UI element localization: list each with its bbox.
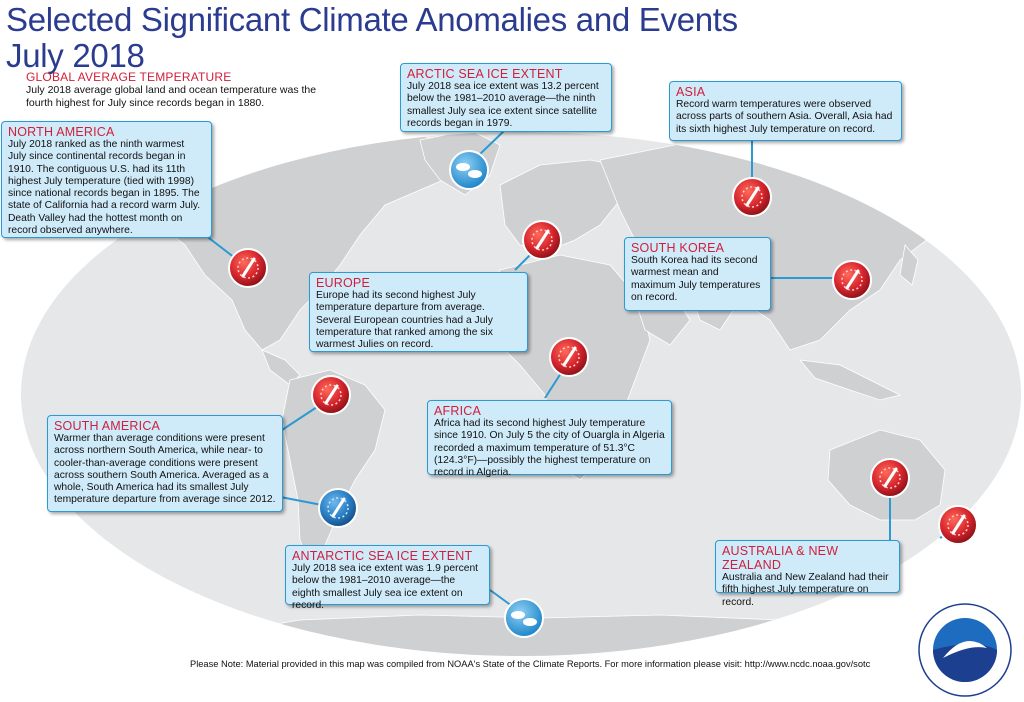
callout-north-america: NORTH AMERICA July 2018 ranked as the ni… <box>1 121 212 238</box>
callout-text: Africa had its second highest July tempe… <box>434 418 665 479</box>
warm-marker-australia <box>870 458 910 498</box>
map-title: Selected Significant Climate Anomalies a… <box>6 2 738 74</box>
sea-ice-marker-antarctic <box>504 598 544 638</box>
callout-antarctic-sea-ice: ANTARCTIC SEA ICE EXTENT July 2018 sea i… <box>285 545 490 611</box>
callout-heading: NORTH AMERICA <box>8 125 115 139</box>
callout-text: Australia and New Zealand had their fift… <box>722 572 889 608</box>
callout-text: July 2018 sea ice extent was 13.2 percen… <box>407 81 599 129</box>
callout-heading: ASIA <box>676 85 706 99</box>
south-america-landmass <box>281 369 386 571</box>
callout-arctic-sea-ice: ARCTIC SEA ICE EXTENT July 2018 sea ice … <box>400 63 612 132</box>
callout-text: Europe had its second highest July tempe… <box>316 290 493 351</box>
warm-marker-north-america <box>228 248 268 288</box>
callout-text: Record warm temperatures were observed a… <box>676 99 893 135</box>
japan-landmass <box>899 244 919 286</box>
callout-asia: ASIA Record warm temperatures were obser… <box>669 81 902 141</box>
footer-note: Please Note: Material provided in this m… <box>190 659 871 669</box>
callout-heading: ANTARCTIC SEA ICE EXTENT <box>292 549 473 563</box>
sea-ice-marker-arctic <box>449 150 489 190</box>
callout-text: South Korea had its second warmest mean … <box>631 255 761 303</box>
callout-heading: ARCTIC SEA ICE EXTENT <box>407 67 563 81</box>
leader-north-america <box>204 234 236 259</box>
callout-heading: EUROPE <box>316 276 370 290</box>
noaa-logo <box>918 603 1012 697</box>
callout-heading: AFRICA <box>434 404 482 418</box>
title-line-1: Selected Significant Climate Anomalies a… <box>6 1 738 38</box>
global-text: July 2018 average global land and ocean … <box>26 84 317 109</box>
warm-marker-europe <box>522 220 562 260</box>
warm-marker-south-america <box>311 375 351 415</box>
callout-heading: SOUTH AMERICA <box>54 419 161 433</box>
warm-marker-south-korea <box>832 260 872 300</box>
callout-text: July 2018 sea ice extent was 1.9 percent… <box>292 563 479 611</box>
callout-europe: EUROPE Europe had its second highest Jul… <box>309 272 528 352</box>
callout-heading: AUSTRALIA & NEW ZEALAND <box>722 544 839 572</box>
title-line-2: July 2018 <box>6 37 145 74</box>
callout-heading: SOUTH KOREA <box>631 241 725 255</box>
cool-marker-south-america <box>318 488 358 528</box>
warm-marker-asia <box>732 177 772 217</box>
callout-australia-new-zealand: AUSTRALIA & NEW ZEALAND Australia and Ne… <box>715 540 900 608</box>
warm-marker-africa <box>549 337 589 377</box>
leader-arctic <box>477 129 506 157</box>
callout-text: July 2018 ranked as the ninth warmest Ju… <box>8 139 201 237</box>
callout-south-america: SOUTH AMERICA Warmer than average condit… <box>47 415 283 512</box>
callout-south-korea: SOUTH KOREA South Korea had its second w… <box>624 237 771 311</box>
leader-south-america-north <box>281 404 321 431</box>
global-heading: GLOBAL AVERAGE TEMPERATURE <box>26 70 232 84</box>
callout-text: Warmer than average conditions were pres… <box>54 433 276 506</box>
southeast-asia-islands <box>799 359 902 401</box>
warm-marker-new-zealand <box>938 505 978 545</box>
leader-antarctic <box>489 589 513 607</box>
callout-africa: AFRICA Africa had its second highest Jul… <box>427 400 672 478</box>
global-average-temperature: GLOBAL AVERAGE TEMPERATURE July 2018 ave… <box>26 70 326 109</box>
